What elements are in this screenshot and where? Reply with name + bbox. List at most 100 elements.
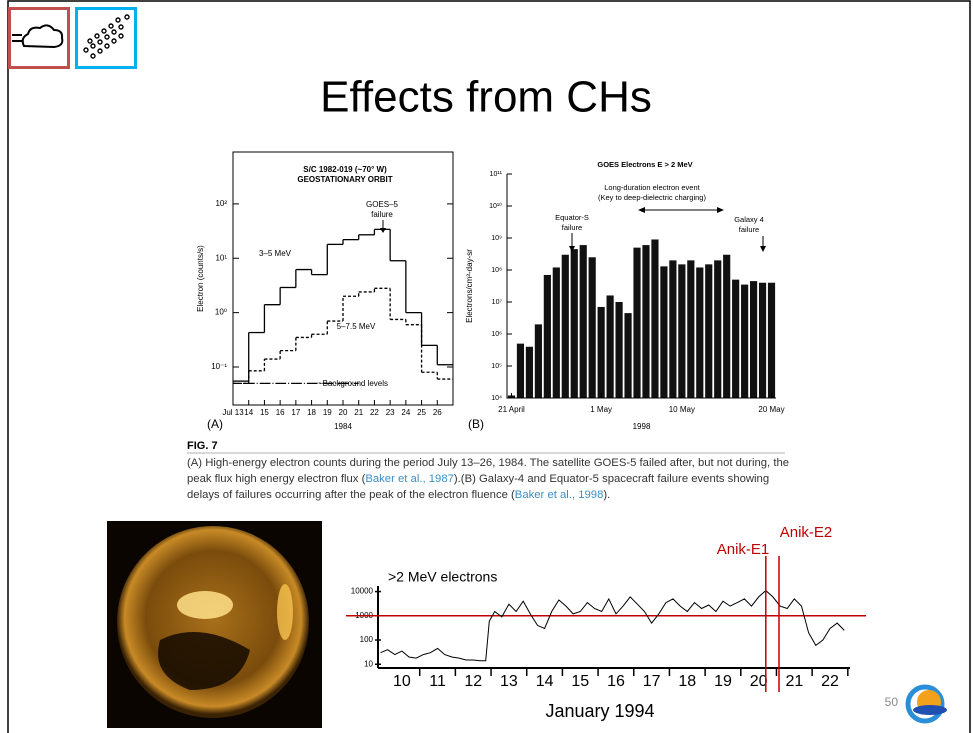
- annotation: Galaxy 4: [734, 215, 764, 224]
- series-label: 5–7.5 MeV: [337, 322, 376, 331]
- panel-label: (A): [207, 417, 223, 431]
- x-tick-label: 15: [260, 408, 269, 417]
- annotation: failure: [371, 210, 393, 219]
- annotation: GEOSTATIONARY ORBIT: [297, 175, 392, 184]
- bar: [758, 282, 767, 398]
- coronal-hole: [158, 632, 250, 690]
- bar: [534, 324, 542, 398]
- bar: [633, 247, 641, 398]
- y-tick-label: 10¹⁰: [489, 202, 502, 210]
- bar: [561, 254, 569, 398]
- bar: [687, 260, 695, 398]
- x-tick-label: 16: [607, 673, 625, 690]
- x-tick-label: 12: [464, 673, 482, 690]
- figure-label: FIG. 7: [187, 440, 218, 452]
- y-tick-label: 10: [364, 659, 373, 668]
- x-tick-label: 20 May: [758, 405, 784, 414]
- x-tick-label: 25: [417, 408, 426, 417]
- citation-link[interactable]: Baker et al., 1987: [365, 473, 454, 485]
- y-tick-label: 10⁷: [492, 299, 503, 306]
- y-tick-label: 100: [360, 635, 374, 644]
- bar: [651, 239, 659, 398]
- cloud-shape: [21, 24, 64, 49]
- bar: [543, 274, 551, 398]
- x-tick-label: 20: [750, 673, 768, 690]
- bar: [741, 284, 749, 398]
- x-tick-label: 14: [244, 408, 253, 417]
- x-tick-label: 24: [401, 408, 410, 417]
- arrow-head: [569, 246, 575, 252]
- annotation: GOES–5: [366, 200, 399, 209]
- x-tick-label: 13: [500, 673, 518, 690]
- data-line: [380, 589, 845, 662]
- y-tick-label: 10¹¹: [490, 171, 503, 178]
- y-tick-label: 10⁹: [491, 235, 502, 242]
- x-tick-label: 26: [433, 408, 442, 417]
- bar: [660, 266, 668, 398]
- bar: [516, 343, 525, 398]
- bar: [642, 245, 650, 398]
- x-tick-label: 10: [393, 673, 411, 690]
- annotation: (Key to deep-dielectric charging): [598, 193, 706, 202]
- series-label: 3–5 MeV: [259, 249, 292, 258]
- bar: [678, 264, 686, 398]
- bar: [579, 245, 587, 398]
- x-tick-label: 22: [821, 673, 839, 690]
- bar: [570, 249, 578, 398]
- bar: [525, 346, 534, 398]
- caption-text: ).: [603, 489, 611, 501]
- cloud-icon: [8, 7, 70, 69]
- y-tick-label: 10⁰: [215, 308, 227, 317]
- y-axis-label: Electrons/cm²-day-sr: [465, 249, 474, 323]
- y-tick-label: 10⁻¹: [211, 362, 227, 371]
- plot-frame: [232, 151, 454, 406]
- figure-caption: (A) High-energy electron counts during t…: [187, 455, 795, 503]
- active-region: [177, 591, 233, 619]
- x-tick-label: 21: [785, 673, 803, 690]
- citation-link[interactable]: Baker et al., 1998: [514, 489, 604, 501]
- x-tick-label: 10 May: [669, 405, 695, 414]
- x-axis-label: 1998: [633, 422, 651, 431]
- y-tick-label: 10¹: [215, 253, 227, 262]
- y-tick-label: 10⁵: [491, 363, 502, 370]
- y-tick-label: 10⁴: [491, 395, 502, 402]
- bar: [705, 264, 713, 398]
- page-number: 50: [885, 695, 899, 709]
- slide-title: Effects from CHs: [320, 73, 652, 122]
- x-tick-label: 22: [370, 408, 379, 417]
- bar: [749, 281, 758, 398]
- bar: [624, 313, 632, 398]
- annotation: Equator-S: [555, 213, 589, 222]
- y-tick-label: 10⁸: [491, 267, 502, 274]
- x-tick-label: 11: [429, 673, 446, 690]
- annotation: failure: [739, 225, 759, 234]
- series-label: >2 MeV electrons: [388, 569, 497, 585]
- y-tick-label: 10⁶: [491, 331, 502, 338]
- event-label: Anik-E1: [717, 541, 770, 558]
- x-tick-label: 23: [386, 408, 395, 417]
- x-tick-label: 1 May: [590, 405, 612, 414]
- x-tick-label: 15: [571, 673, 589, 690]
- bar: [669, 260, 677, 398]
- slide-border: [7, 0, 971, 733]
- x-axis-label: January 1994: [545, 701, 654, 721]
- bar: [588, 257, 596, 398]
- x-tick-label: 17: [643, 673, 661, 690]
- y-axis-label: Electron (counts/s): [196, 245, 205, 312]
- x-tick-label: 17: [291, 408, 300, 417]
- x-tick-label: 20: [339, 408, 348, 417]
- active-region: [277, 584, 293, 640]
- bar: [723, 254, 731, 398]
- bar: [714, 260, 722, 398]
- x-tick-label: 21 April: [498, 405, 525, 414]
- x-tick-label: 16: [276, 408, 285, 417]
- caption-text: (A) High-energy electron counts during t…: [187, 457, 790, 485]
- particles: [83, 14, 130, 59]
- bar: [696, 267, 704, 398]
- x-tick-label: 19: [323, 408, 332, 417]
- event-label: Anik-E2: [780, 524, 833, 541]
- x-tick-label: 18: [678, 673, 696, 690]
- bar: [615, 302, 623, 398]
